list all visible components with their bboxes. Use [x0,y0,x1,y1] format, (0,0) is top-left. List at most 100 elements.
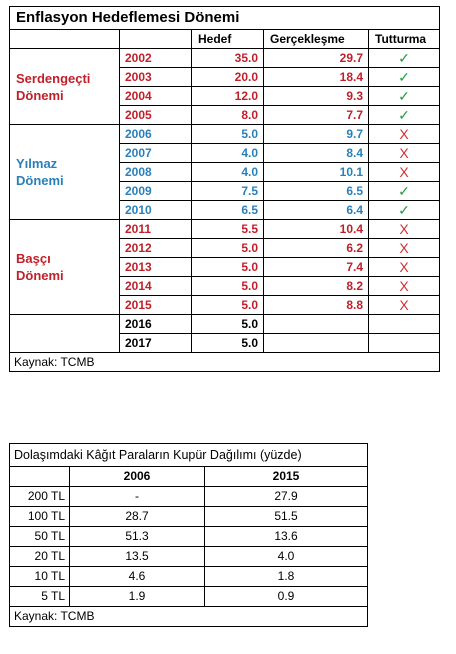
target-cell: 4.0 [191,162,264,182]
era-name: Serdengeçti [16,70,91,86]
table-title: Enflasyon Hedeflemesi Dönemi [9,6,440,30]
value-2015: 0.9 [203,586,369,607]
actual-cell: 6.5 [263,181,369,201]
header-actual: Gerçekleşme [263,29,369,49]
achieved-mark: X [368,219,440,239]
achieved-mark: ✓ [368,181,440,201]
header-empty [9,466,70,487]
year-cell: 2010 [119,200,192,220]
source-row: Kaynak: TCMB [8,606,369,627]
table-row: 2015 5.0 8.8 X [10,295,440,315]
table-row: 20 TL 13.5 4.0 [9,546,369,567]
header-empty [9,29,120,49]
actual-cell: 10.1 [263,162,369,182]
value-2015: 27.9 [203,486,369,507]
header-target: Hedef [191,29,264,49]
actual-cell: 7.4 [263,257,369,277]
actual-cell: 8.2 [263,276,369,296]
source-note: Kaynak: TCMB [8,606,369,627]
table-row: 200 TL -27.9 [9,486,369,507]
actual-cell: 10.4 [263,219,369,239]
era-suffix: Dönemi [16,268,64,283]
value-2015: 4.0 [203,546,369,567]
table-row: Serdengeçti Dönemi 2002 35.0 29.7 ✓ [9,48,440,125]
header-2015: 2015 [203,466,369,487]
target-cell: 5.0 [191,333,264,353]
target-cell: 5.0 [191,295,264,315]
era-label [9,314,120,353]
value-2006: 4.6 [69,566,205,587]
value-2015: 1.8 [203,566,369,587]
actual-cell: 7.7 [263,105,369,125]
actual-cell: 18.4 [263,67,369,87]
era-suffix: Dönemi [16,87,64,103]
era-label: Başçı Dönemi [9,219,120,315]
year-cell: 2016 [119,314,192,334]
year-cell: 2014 [119,276,192,296]
achieved-mark [368,314,440,334]
target-cell: 7.5 [191,181,264,201]
achieved-mark: X [368,257,440,277]
header-2006: 2006 [69,466,205,487]
value-2006: 13.5 [69,546,205,567]
table-row: Yılmaz Dönemi 2006 5.0 9.7 X [9,124,440,220]
achieved-mark: ✓ [368,200,440,220]
value-2006: 1.9 [69,586,205,607]
achieved-mark: X [368,276,440,296]
year-cell: 2004 [119,86,192,106]
year-cell: 2008 [119,162,192,182]
year-cell: 2005 [119,105,192,125]
denomination-label: 20 TL [9,546,70,567]
actual-cell: 9.7 [263,124,369,144]
table-row: 2013 5.0 7.4 X [10,257,440,277]
year-cell: 2002 [119,48,192,68]
inflation-targeting-table: Enflasyon Hedeflemesi Dönemi Hedef Gerçe… [9,6,440,372]
table-row: 5 TL 1.9 0.9 [9,586,369,607]
target-cell: 20.0 [191,67,264,87]
year-cell: 2006 [119,124,192,144]
target-cell: 4.0 [191,143,264,163]
year-cell: 2009 [119,181,192,201]
value-2015: 51.5 [203,506,369,527]
actual-cell: 9.3 [263,86,369,106]
value-2006: 51.3 [69,526,205,547]
value-2006: 28.7 [69,506,205,527]
denomination-label: 200 TL [9,486,70,507]
table-title: Dolaşımdaki Kâğıt Paraların Kupür Dağılı… [8,443,369,467]
year-cell: 2017 [119,333,192,353]
year-cell: 2015 [119,295,192,315]
year-cell: 2013 [119,257,192,277]
actual-cell: 6.4 [263,200,369,220]
achieved-mark: X [368,143,440,163]
target-cell: 5.0 [191,314,264,334]
denomination-label: 5 TL [9,586,70,607]
table-row: 50 TL 51.3 13.6 [9,526,369,547]
target-cell: 5.0 [191,257,264,277]
target-cell: 5.0 [191,276,264,296]
value-2006: - [69,486,205,507]
achieved-mark: X [368,162,440,182]
banknote-distribution-table: Dolaşımdaki Kâğıt Paraların Kupür Dağılı… [8,443,369,627]
era-suffix: Dönemi [16,173,64,188]
target-cell: 35.0 [191,48,264,68]
table-row: 2007 4.0 8.4 X [10,143,440,163]
era-name: Yılmaz [16,156,58,171]
achieved-mark: ✓ [368,105,440,125]
table-row: 2016 5.0 [9,314,440,353]
actual-cell: 8.4 [263,143,369,163]
achieved-mark: ✓ [368,48,440,68]
denomination-label: 50 TL [9,526,70,547]
table-row: Başçı Dönemi 2011 5.5 10.4 X [9,219,440,315]
table-row: 100 TL 28.7 51.5 [9,506,369,527]
actual-cell [263,314,369,334]
table-row: 2017 5.0 [10,333,440,353]
achieved-mark: X [368,238,440,258]
era-name: Başçı [16,251,51,266]
year-cell: 2011 [119,219,192,239]
achieved-mark: X [368,295,440,315]
target-cell: 5.0 [191,124,264,144]
actual-cell: 6.2 [263,238,369,258]
actual-cell: 8.8 [263,295,369,315]
actual-cell [263,333,369,353]
denomination-label: 10 TL [9,566,70,587]
